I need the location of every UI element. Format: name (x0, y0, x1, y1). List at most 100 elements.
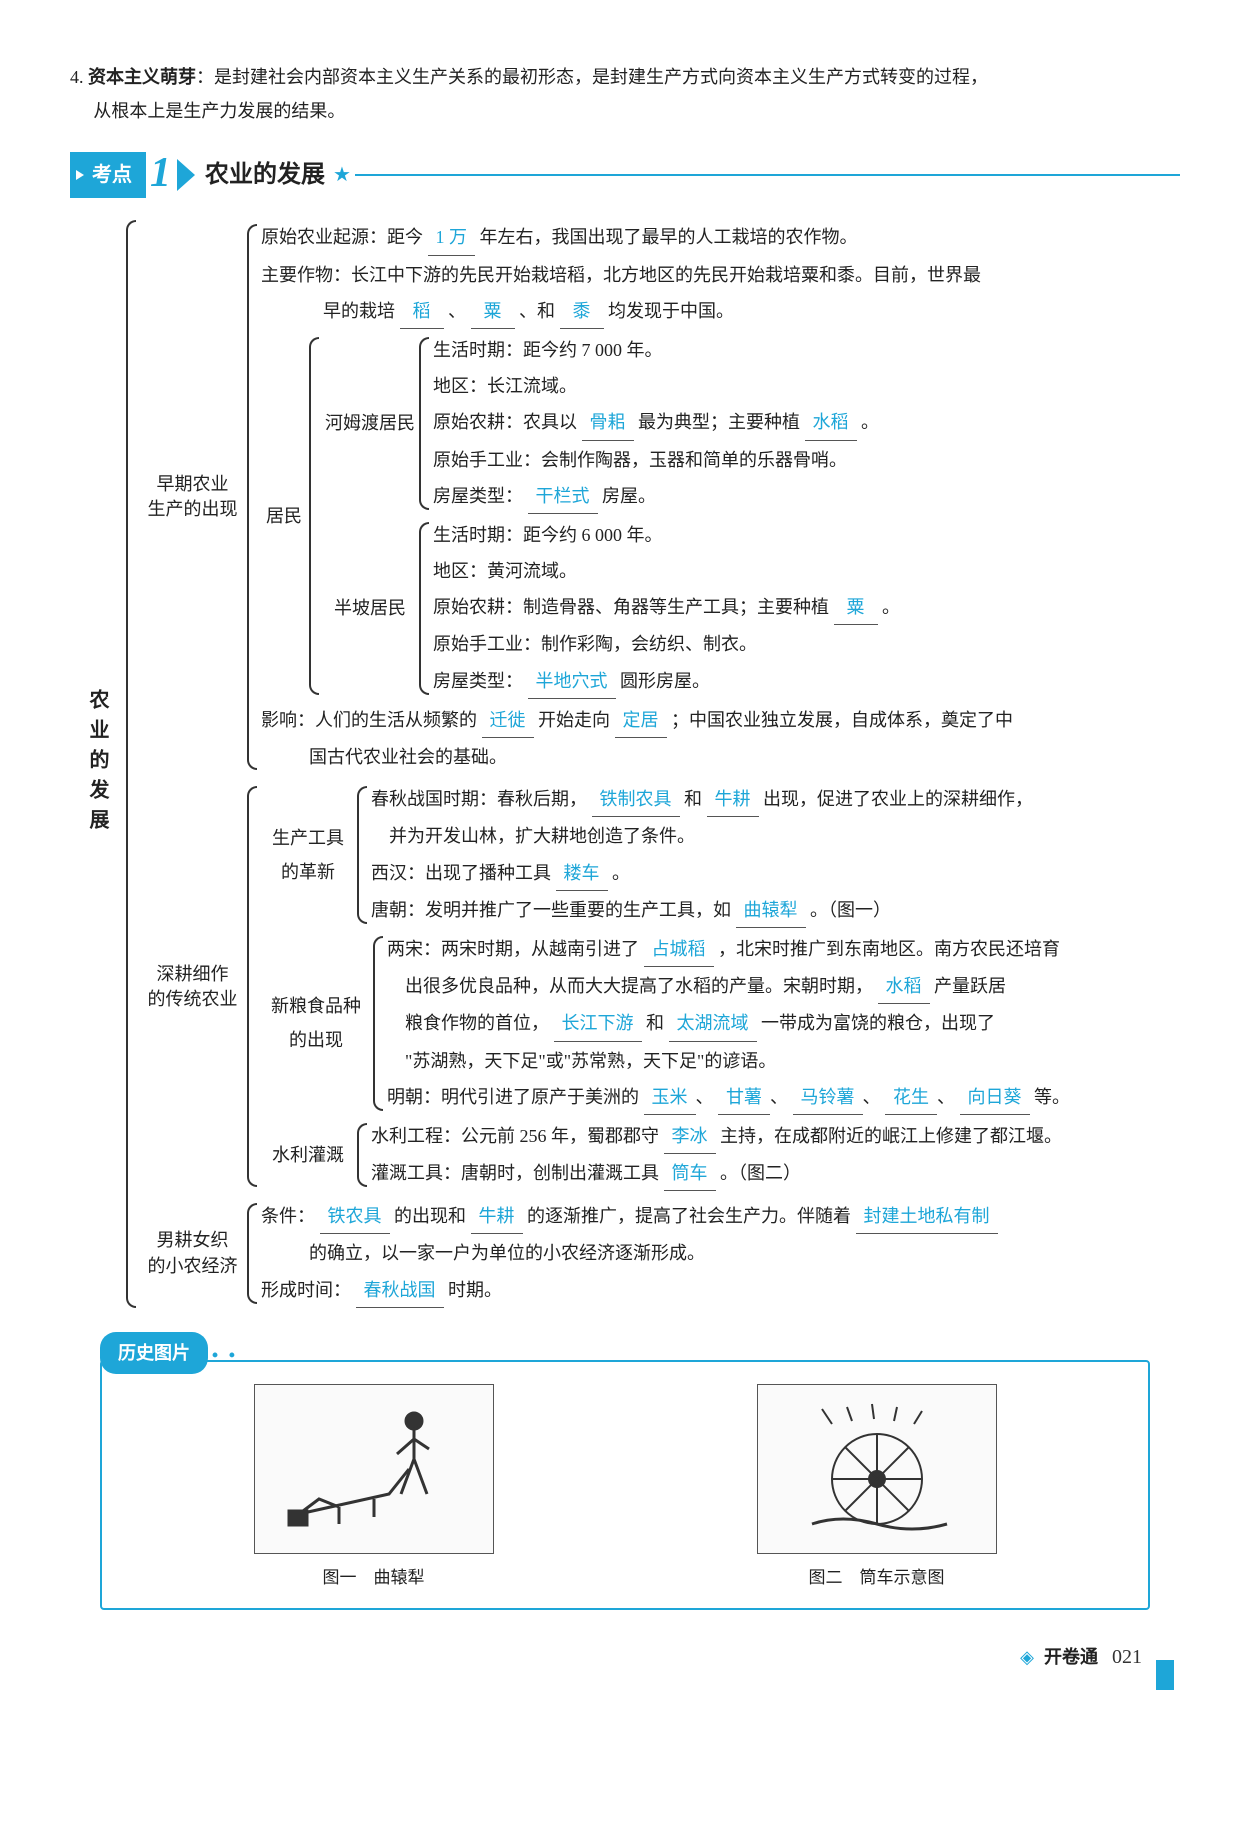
crops-line2: 早的栽培 稻 、 粟 、和 黍 均发现于中国。 (261, 294, 1180, 329)
bp-label: 半坡居民 (323, 516, 417, 701)
s3-l3: 形成时间： 春秋战国 时期。 (261, 1273, 1180, 1308)
kaodian-title: 农业的发展 (205, 153, 325, 199)
footer-text: 开卷通 (1044, 1640, 1098, 1674)
blank: 玉米 (644, 1080, 696, 1115)
brace-icon (309, 337, 319, 695)
water-branch: 水利灌溉 水利工程：公元前 256 年，蜀郡郡守 李冰 主持，在成都附近的岷江上… (261, 1117, 1180, 1193)
crops-line1: 主要作物：长江中下游的先民开始栽培稻，北方地区的先民开始栽培粟和黍。目前，世界最 (261, 258, 1180, 292)
brace-icon (357, 786, 367, 924)
pic-item-2: 图二 筒车示意图 (757, 1384, 997, 1594)
jumin-label: 居民 (261, 331, 307, 701)
blank: 马铃薯 (793, 1080, 863, 1115)
waterwheel-icon (802, 1399, 952, 1539)
t-l4: 唐朝：发明并推广了一些重要的生产工具，如 曲辕犁 。（图一） (371, 893, 1180, 928)
s2-label: 深耕细作 的传统农业 (140, 780, 245, 1193)
c-l4: "苏湖熟，天下足"或"苏常熟，天下足"的谚语。 (387, 1044, 1180, 1078)
kaodian-num: 1 (150, 152, 171, 194)
s3-l2: 的确立，以一家一户为单位的小农经济逐渐形成。 (261, 1236, 1180, 1270)
blank: 粟 (471, 294, 515, 329)
root-label: 农业的发展 (70, 214, 124, 1313)
footer-bar (1156, 1660, 1174, 1690)
brace-icon (126, 220, 136, 1307)
brace-icon (247, 786, 257, 1187)
blank: 铁农具 (320, 1199, 390, 1234)
bp-l4: 原始手工业：制作彩陶，会纺织、制衣。 (433, 627, 1180, 661)
blank: 水稻 (805, 405, 857, 440)
intro-colon: ： (196, 67, 214, 87)
blank: 甘薯 (718, 1080, 770, 1115)
brace-icon (247, 1203, 257, 1304)
hmd-l3: 原始农耕：农具以 骨耜 最为典型；主要种植 水稻 。 (433, 405, 1180, 440)
origin-line: 原始农业起源：距今 1 万 年左右，我国出现了最早的人工栽培的农作物。 (261, 220, 1180, 255)
section-traditional: 深耕细作 的传统农业 生产工具 的革新 春秋战国时期：春秋后期， 铁制农具 (140, 780, 1180, 1193)
hmd-branch: 河姆渡居民 生活时期：距今约 7 000 年。 地区：长江流域。 原始农耕：农具… (323, 331, 1180, 516)
t-l3: 西汉：出现了播种工具 耧车 。 (371, 856, 1180, 891)
pic-frame-2 (757, 1384, 997, 1554)
bp-branch: 半坡居民 生活时期：距今约 6 000 年。 地区：黄河流域。 原始农耕：制造骨… (323, 516, 1180, 701)
footer-mark-icon: ◈ (1020, 1640, 1034, 1674)
pic-caption-1: 图一 曲辕犁 (254, 1562, 494, 1594)
t-l1: 春秋战国时期：春秋后期， 铁制农具 和 牛耕 出现，促进了农业上的深耕细作， (371, 782, 1180, 817)
yx-line2: 国古代农业社会的基础。 (261, 740, 1180, 774)
bp-l1: 生活时期：距今约 6 000 年。 (433, 518, 1180, 552)
blank: 迁徙 (482, 703, 534, 738)
w-l1: 水利工程：公元前 256 年，蜀郡郡守 李冰 主持，在成都附近的岷江上修建了都江… (371, 1119, 1180, 1154)
blank: 铁制农具 (592, 782, 680, 817)
blank: 1 万 (428, 220, 476, 255)
brace-icon (357, 1123, 367, 1187)
crops-branch: 新粮食品种 的出现 两宋：两宋时期，从越南引进了 占城稻 ，北宋时推广到东南地区… (261, 930, 1180, 1117)
blank: 稻 (400, 294, 444, 329)
hmd-l4: 原始手工业：会制作陶器，玉器和简单的乐器骨哨。 (433, 443, 1180, 477)
brace-icon (419, 522, 429, 695)
blank: 牛耕 (707, 782, 759, 817)
blank: 骨耜 (582, 405, 634, 440)
blank: 封建土地私有制 (856, 1199, 998, 1234)
crops-label: 新粮食品种 的出现 (261, 930, 371, 1117)
page-number: 021 (1112, 1638, 1142, 1676)
blank: 春秋战国 (356, 1273, 444, 1308)
blank: 牛耕 (471, 1199, 523, 1234)
c-l1: 两宋：两宋时期，从越南引进了 占城稻 ，北宋时推广到东南地区。南方农民还培育 (387, 932, 1180, 967)
blank: 干栏式 (528, 479, 598, 514)
plow-icon (279, 1399, 469, 1539)
hmd-l2: 地区：长江流域。 (433, 369, 1180, 403)
pic-box: 图一 曲辕犁 图二 筒车示意图 (100, 1360, 1150, 1610)
c-l3: 粮食作物的首位， 长江下游 和 太湖流域 一带成为富饶的粮仓，出现了 (387, 1006, 1180, 1041)
pic-item-1: 图一 曲辕犁 (254, 1384, 494, 1594)
intro-text2: 从根本上是生产力发展的结果。 (70, 94, 1180, 128)
tools-label: 生产工具 的革新 (261, 780, 355, 930)
bp-l5: 房屋类型： 半地穴式 圆形房屋。 (433, 664, 1180, 699)
blank: 曲辕犁 (736, 893, 806, 928)
blank: 李冰 (664, 1119, 716, 1154)
intro-num: 4. (70, 67, 84, 87)
pic-frame-1 (254, 1384, 494, 1554)
t-l2: 并为开发山林，扩大耕地创造了条件。 (371, 819, 1180, 853)
blank: 耧车 (556, 856, 608, 891)
section-early-agri: 早期农业 生产的出现 原始农业起源：距今 1 万 年左右，我国出现了最早的人工栽… (140, 218, 1180, 776)
c-l5: 明朝：明代引进了原产于美洲的 玉米、 甘薯、 马铃薯、 花生、 向日葵 等。 (387, 1080, 1180, 1115)
blank: 长江下游 (554, 1006, 642, 1041)
intro-section: 4. 资本主义萌芽：是封建社会内部资本主义生产关系的最初形态，是封建生产方式向资… (70, 60, 1180, 128)
page-footer: ◈ 开卷通 021 (70, 1638, 1180, 1676)
brace-icon (247, 224, 257, 770)
outline-tree: 农业的发展 早期农业 生产的出现 原始农业起源：距今 1 万 年左右，我国出现了… (70, 214, 1180, 1313)
blank: 定居 (615, 703, 667, 738)
intro-term: 资本主义萌芽 (88, 67, 196, 87)
blank: 占城稻 (644, 932, 714, 967)
star-icon: ★ (333, 156, 351, 194)
hmd-l5: 房屋类型： 干栏式 房屋。 (433, 479, 1180, 514)
kaodian-arrow-icon (177, 159, 195, 191)
kaodian-line (355, 174, 1180, 176)
s1-label: 早期农业 生产的出现 (140, 218, 245, 776)
pic-caption-2: 图二 筒车示意图 (757, 1562, 997, 1594)
bp-l3: 原始农耕：制造骨器、角器等生产工具；主要种植 粟 。 (433, 590, 1180, 625)
blank: 半地穴式 (528, 664, 616, 699)
pic-tag: 历史图片 (100, 1332, 208, 1374)
hmd-l1: 生活时期：距今约 7 000 年。 (433, 333, 1180, 367)
blank: 向日葵 (960, 1080, 1030, 1115)
brace-icon (373, 936, 383, 1111)
s3-label: 男耕女织 的小农经济 (140, 1197, 245, 1310)
kaodian-header: 考点 1 农业的发展 ★ (70, 152, 1180, 198)
blank: 黍 (560, 294, 604, 329)
bp-l2: 地区：黄河流域。 (433, 554, 1180, 588)
